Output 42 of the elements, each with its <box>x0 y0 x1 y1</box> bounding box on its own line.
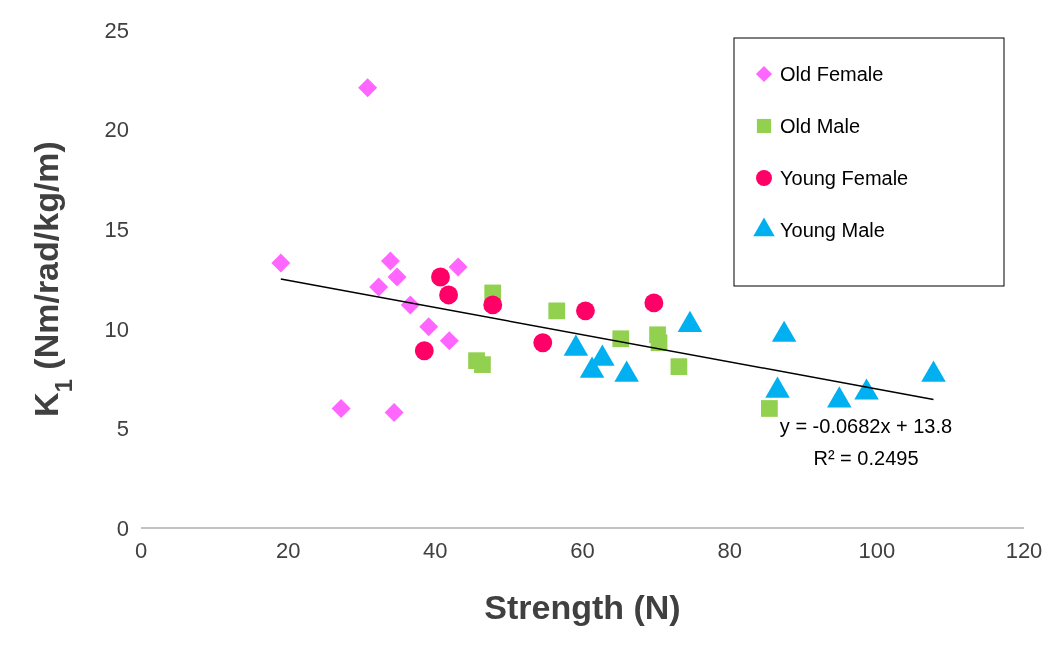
point <box>439 285 459 305</box>
point <box>548 302 566 320</box>
point <box>761 400 778 417</box>
y-tick-label: 15 <box>104 216 129 242</box>
point <box>387 267 407 287</box>
point <box>670 358 688 376</box>
annotation: y = -0.0682x + 13.8 <box>779 415 953 437</box>
x-tick-label: 20 <box>275 538 301 563</box>
point <box>271 253 291 273</box>
point <box>448 257 468 277</box>
y-tick-label: 0 <box>116 515 129 541</box>
point <box>533 333 553 353</box>
y-tick-label: 5 <box>116 416 129 442</box>
x-tick-label: 40 <box>423 538 448 563</box>
x-tick-label: 100 <box>858 538 896 563</box>
point <box>431 267 450 287</box>
point <box>414 341 434 361</box>
legend-label: Young Female <box>780 167 909 189</box>
point <box>380 251 400 271</box>
point <box>384 402 404 422</box>
x-tick-label: 80 <box>717 538 742 563</box>
point <box>612 330 630 348</box>
point <box>419 317 439 337</box>
x-tick-label: 0 <box>134 538 148 563</box>
x-tick-label: 60 <box>570 538 595 563</box>
legend-label: Old Male <box>780 115 861 137</box>
point <box>358 78 378 98</box>
legend-label: Young Male <box>780 219 885 241</box>
y-tick-label: 10 <box>104 316 129 342</box>
x-axis-title: Strength (N) <box>484 588 681 626</box>
point <box>439 331 459 351</box>
point <box>644 293 664 313</box>
point <box>474 356 491 374</box>
point <box>576 301 595 321</box>
legend-label: Old Female <box>780 63 884 85</box>
point <box>369 277 389 297</box>
point <box>483 295 503 315</box>
point <box>331 398 351 418</box>
y-tick-label: 20 <box>104 117 129 143</box>
x-tick-label: 120 <box>1005 538 1043 563</box>
annotation: R² = 0.2495 <box>813 447 919 469</box>
y-tick-label: 25 <box>104 17 129 43</box>
